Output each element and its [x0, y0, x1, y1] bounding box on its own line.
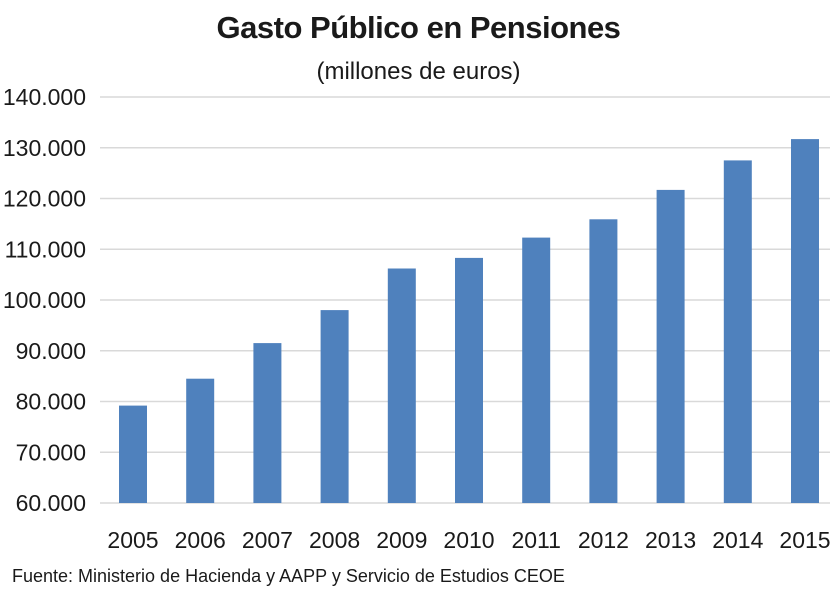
bar-2008 [320, 310, 349, 503]
x-tick-label-2005: 2005 [107, 527, 158, 553]
y-tick-label: 100.000 [3, 287, 86, 313]
bar-2013 [656, 189, 685, 503]
bar-2007 [253, 343, 282, 503]
x-axis-ticks: 2005 2006 2007 2008 2009 2010 2011 2012 2013 2014… [107, 527, 830, 553]
y-axis-ticks: 60.000 70.000 80.000 90.000 100.000 110.000 12… [3, 84, 86, 516]
bar-2006 [186, 378, 215, 503]
y-tick-label: 140.000 [3, 84, 86, 110]
bar-2014 [723, 160, 752, 503]
x-tick-label-2006: 2006 [175, 527, 226, 553]
y-tick-label: 130.000 [3, 135, 86, 161]
y-tick-label: 90.000 [16, 338, 86, 364]
y-tick-label: 110.000 [5, 236, 86, 262]
y-tick-label: 120.000 [3, 186, 86, 212]
chart-title: Gasto Público en Pensiones [216, 10, 621, 45]
bar-2009 [387, 268, 416, 503]
x-tick-label-2008: 2008 [309, 527, 360, 553]
bar-2011 [522, 237, 551, 503]
x-tick-label-2009: 2009 [376, 527, 427, 553]
y-tick-label: 70.000 [16, 439, 86, 465]
bar-2012 [589, 219, 618, 504]
x-tick-label-2013: 2013 [645, 527, 696, 553]
x-tick-label-2015: 2015 [779, 527, 830, 553]
x-tick-label-2012: 2012 [578, 527, 629, 553]
x-tick-label-2011: 2011 [511, 527, 560, 553]
x-tick-label-2007: 2007 [242, 527, 293, 553]
y-tick-label: 60.000 [16, 490, 86, 516]
bar-2005 [119, 405, 147, 503]
bar-2015 [791, 139, 819, 503]
chart-subtitle: (millones de euros) [316, 58, 521, 85]
bars [119, 139, 819, 504]
bar-2010 [455, 257, 483, 503]
source-note: Fuente: Ministerio de Hacienda y AAPP y … [12, 566, 565, 586]
x-tick-label-2010: 2010 [443, 527, 494, 553]
x-tick-label-2014: 2014 [712, 527, 763, 553]
y-tick-label: 80.000 [16, 389, 86, 415]
